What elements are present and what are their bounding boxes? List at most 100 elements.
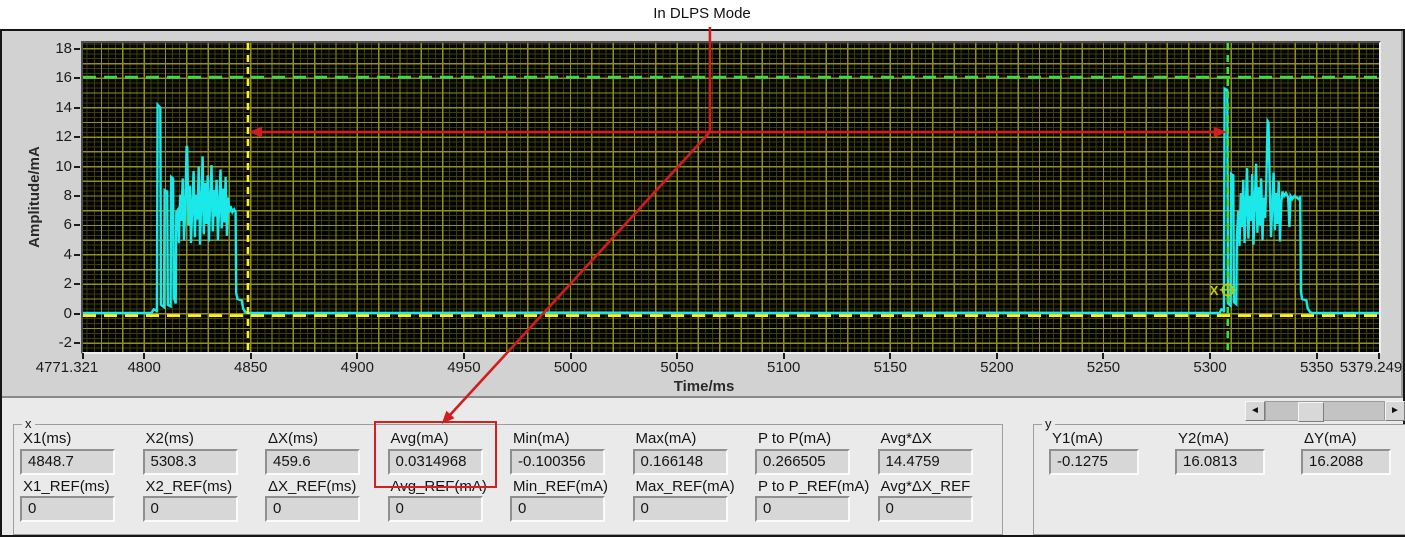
field-value[interactable]: 0.166148 xyxy=(632,449,728,475)
y-tick-mark xyxy=(74,283,80,286)
field-label: Min(mA) xyxy=(513,430,570,447)
field-value[interactable]: -0.1275 xyxy=(1049,449,1139,475)
field-value[interactable]: 16.0813 xyxy=(1175,449,1265,475)
x-tick-mark xyxy=(782,353,785,359)
ref-field-value[interactable]: 0 xyxy=(877,496,973,522)
main-panel: Amplitude/mA X 18 16 14 12 10 8 6 4 2 0 -2 4771.321… xyxy=(0,29,1405,537)
ref-field-value[interactable]: 0 xyxy=(20,496,115,522)
x-tick-mark xyxy=(82,353,84,359)
ref-field-label: Avg*ΔX_REF xyxy=(880,478,971,495)
ref-field-label: P to P_REF(mA) xyxy=(758,478,870,495)
field-label: ΔX(ms) xyxy=(268,430,319,447)
plot-area[interactable]: X xyxy=(81,41,1381,354)
scrollbar-thumb[interactable] xyxy=(1298,402,1324,422)
field-value[interactable]: 459.6 xyxy=(265,449,360,475)
x-tick-mark xyxy=(249,353,252,359)
field-value[interactable]: 4848.7 xyxy=(20,449,115,475)
graph-panel: Amplitude/mA X 18 16 14 12 10 8 6 4 2 0 -2 4771.321… xyxy=(2,31,1403,398)
x-tick-mark xyxy=(1102,353,1105,359)
ref-field-label: X2_REF(ms) xyxy=(145,478,233,495)
x-group-label: x xyxy=(22,416,35,431)
y-tick-mark xyxy=(74,195,80,198)
x-tick-label: 4771.321 xyxy=(35,359,99,376)
annotation-title: In DLPS Mode xyxy=(653,5,751,22)
x-tick-label: 5050 xyxy=(660,359,694,376)
field-value[interactable]: 0.0314968 xyxy=(387,449,483,475)
field-value[interactable]: 16.2088 xyxy=(1301,449,1391,475)
horizontal-scrollbar[interactable]: ◄ ► xyxy=(1245,401,1405,422)
y-tick-mark xyxy=(74,224,80,227)
ref-field-label: X1_REF(ms) xyxy=(23,478,110,495)
ref-field-label: Max_REF(mA) xyxy=(635,478,735,495)
ref-field-value[interactable]: 0 xyxy=(755,496,850,522)
x-tick-label: 5379.249 xyxy=(1339,359,1403,376)
ref-field-label: Avg_REF(mA) xyxy=(390,478,487,495)
y-tick-label: 4 xyxy=(63,245,72,263)
y-tick-mark xyxy=(74,342,80,345)
x-tick-label: 5000 xyxy=(553,359,588,376)
y-tick-mark xyxy=(74,106,80,109)
x-tick-mark xyxy=(995,353,998,359)
y-tick-label: 16 xyxy=(55,69,72,87)
field-label: Y2(mA) xyxy=(1178,430,1229,447)
field-value[interactable]: 5308.3 xyxy=(142,449,238,475)
scrollbar-right-arrow-icon[interactable]: ► xyxy=(1385,401,1405,421)
ref-field-value[interactable]: 0 xyxy=(142,496,238,522)
y-tick-mark xyxy=(74,165,80,168)
x-tick-label: 5300 xyxy=(1193,359,1227,376)
y-tick-label: 18 xyxy=(55,39,72,57)
scrollbar-track[interactable] xyxy=(1265,401,1385,422)
y-tick-mark xyxy=(74,77,80,80)
ref-field-value[interactable]: 0 xyxy=(387,496,483,522)
x-tick-label: 5100 xyxy=(767,359,801,376)
x-tick-label: 4850 xyxy=(234,359,268,376)
waveform-plot[interactable]: X xyxy=(83,43,1379,352)
ref-field-value[interactable]: 0 xyxy=(265,496,360,522)
x-tick-label: 5350 xyxy=(1299,359,1334,376)
y-tick-label: 8 xyxy=(63,187,72,205)
x-measurements-group: x X1(ms) 4848.7 X1_REF(ms) 0 X2(ms) 5308.3 X2_… xyxy=(13,416,1003,535)
y-tick-mark xyxy=(74,253,80,256)
field-label: Max(mA) xyxy=(635,430,697,447)
field-value[interactable]: 14.4759 xyxy=(877,449,973,475)
cursor-2-marker[interactable]: X xyxy=(1210,281,1236,298)
y-tick-label: 10 xyxy=(55,157,72,175)
ref-field-value[interactable]: 0 xyxy=(510,496,605,522)
field-label: Y1(mA) xyxy=(1052,430,1103,447)
x-tick-label: 4950 xyxy=(447,359,481,376)
ref-field-value[interactable]: 0 xyxy=(632,496,728,522)
x-tick-mark xyxy=(356,353,359,359)
y-tick-label: 2 xyxy=(63,275,72,293)
y-group-label: y xyxy=(1042,416,1055,431)
scrollbar-left-arrow-icon[interactable]: ◄ xyxy=(1245,401,1265,421)
y-tick-mark xyxy=(74,312,80,315)
ref-field-label: Min_REF(mA) xyxy=(513,478,609,495)
field-label: Avg(mA) xyxy=(390,430,449,447)
field-label: P to P(mA) xyxy=(758,430,832,447)
y-tick-label: -2 xyxy=(58,334,72,352)
x-tick-label: 5150 xyxy=(873,359,907,376)
svg-text:X: X xyxy=(1210,283,1219,298)
x-tick-mark xyxy=(1378,353,1380,359)
field-label: Avg*ΔX xyxy=(880,430,932,447)
x-tick-label: 4800 xyxy=(127,359,161,376)
x-tick-label: 5200 xyxy=(980,359,1014,376)
y-tick-mark xyxy=(74,136,80,139)
field-label: X2(ms) xyxy=(145,430,194,447)
field-label: ΔY(mA) xyxy=(1304,430,1357,447)
x-tick-label: 4900 xyxy=(340,359,374,376)
x-tick-mark xyxy=(1209,353,1212,359)
x-tick-mark xyxy=(143,353,146,359)
y-tick-mark xyxy=(74,47,80,50)
field-value[interactable]: 0.266505 xyxy=(755,449,850,475)
field-value[interactable]: -0.100356 xyxy=(510,449,605,475)
y-tick-label: 6 xyxy=(63,216,72,234)
field-label: X1(ms) xyxy=(23,430,72,447)
x-tick-label: 5250 xyxy=(1086,359,1121,376)
x-tick-mark xyxy=(1315,353,1318,359)
ref-field-label: ΔX_REF(ms) xyxy=(268,478,357,495)
x-axis-title: Time/ms xyxy=(673,378,735,395)
y-measurements-group: y Y1(mA) -0.1275 Y2(mA) 16.0813 ΔY(mA) 16.208… xyxy=(1033,416,1405,535)
y-tick-label: 12 xyxy=(55,128,72,146)
